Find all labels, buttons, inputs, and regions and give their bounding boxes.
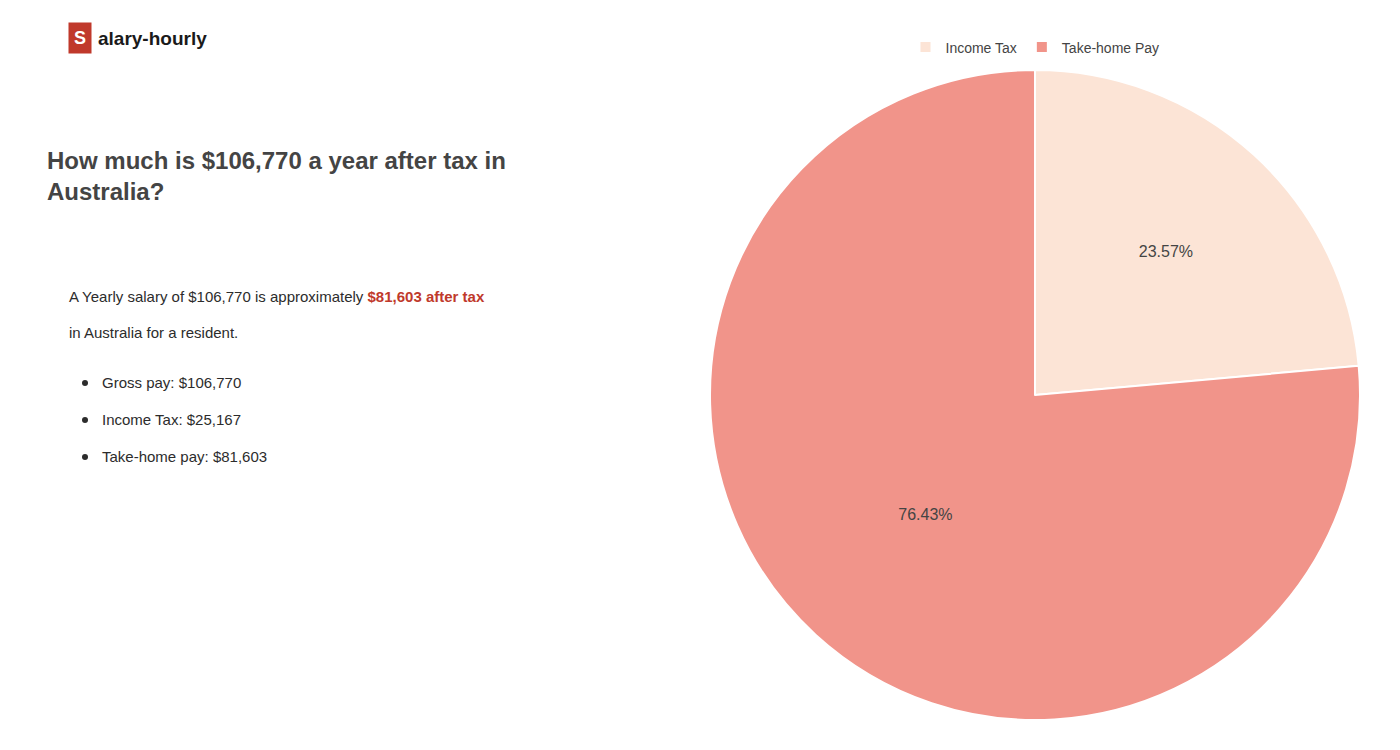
svg-text:Income Tax: Income Tax	[946, 40, 1017, 56]
svg-text:in Australia for a resident.: in Australia for a resident.	[69, 324, 238, 341]
svg-text:Income Tax: $25,167: Income Tax: $25,167	[102, 411, 241, 428]
svg-text:Take-home pay: $81,603: Take-home pay: $81,603	[102, 448, 267, 465]
svg-text:alary-hourly: alary-hourly	[98, 28, 207, 49]
svg-text:How much is $106,770 a year af: How much is $106,770 a year after tax in…	[47, 147, 506, 205]
svg-text:A Yearly salary of $106,770 is: A Yearly salary of $106,770 is approxima…	[69, 288, 485, 305]
svg-text:76.43%: 76.43%	[898, 506, 952, 523]
svg-text:23.57%: 23.57%	[1139, 243, 1193, 260]
svg-text:Gross pay: $106,770: Gross pay: $106,770	[102, 374, 241, 391]
svg-text:Take-home Pay: Take-home Pay	[1062, 40, 1159, 56]
svg-text:S: S	[74, 28, 86, 48]
